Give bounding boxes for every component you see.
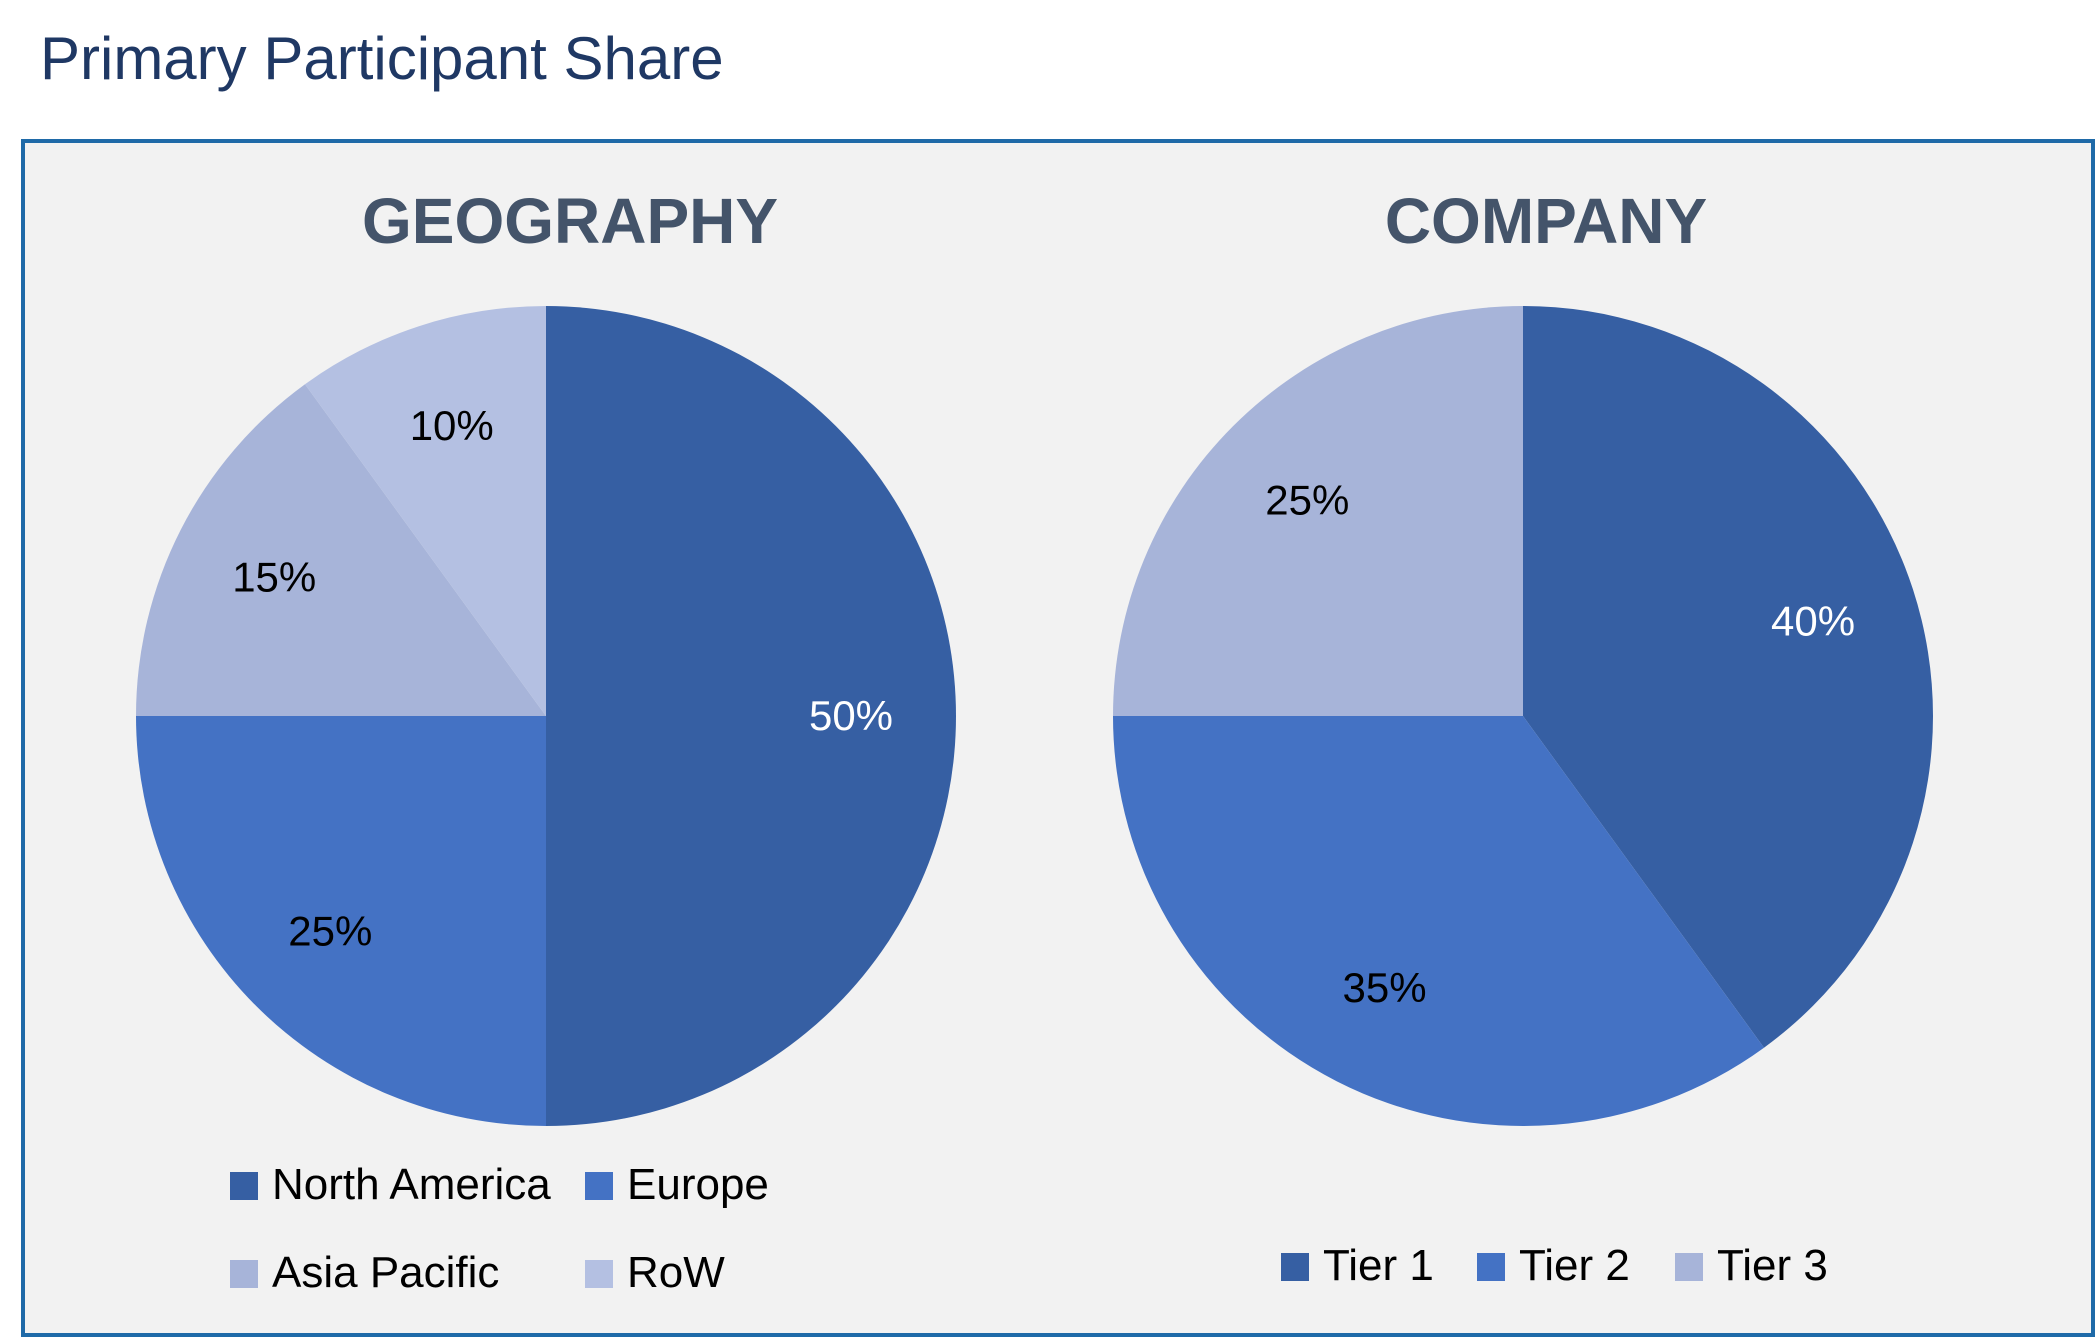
geography-legend-swatch-row (585, 1260, 613, 1288)
company-legend: Tier 1 Tier 2 Tier 3 (1281, 1241, 1828, 1290)
company-legend-label-tier-2: Tier 2 (1519, 1241, 1630, 1290)
geography-legend-label-asia-pacific: Asia Pacific (272, 1248, 499, 1297)
geography-legend-label-north-america: North America (272, 1160, 551, 1209)
geography-slice-row (305, 306, 546, 716)
geography-legend-label-europe: Europe (627, 1160, 769, 1209)
company-chart-title: COMPANY (1385, 185, 1707, 257)
geography-slice-asia-pacific (136, 384, 546, 716)
geography-slice-europe (136, 716, 546, 1126)
geography-slice-north-america (546, 306, 956, 1126)
company-label-tier-2: 35% (1343, 964, 1427, 1011)
page-title: Primary Participant Share (40, 25, 724, 92)
geography-legend: North America Europe Asia Pacific RoW (230, 1160, 769, 1297)
company-legend-swatch-tier-2 (1477, 1253, 1505, 1281)
company-legend-swatch-tier-3 (1675, 1253, 1703, 1281)
company-label-tier-1: 40% (1771, 598, 1855, 645)
geography-legend-label-row: RoW (627, 1248, 725, 1297)
geography-label-europe: 25% (288, 908, 372, 955)
company-legend-swatch-tier-1 (1281, 1253, 1309, 1281)
company-slice-tier-2 (1113, 716, 1764, 1126)
geography-legend-swatch-europe (585, 1172, 613, 1200)
geography-chart-title: GEOGRAPHY (362, 185, 778, 257)
geography-label-row: 10% (410, 402, 494, 449)
geography-legend-swatch-north-america (230, 1172, 258, 1200)
geography-pie: 50% 25% 15% 10% (136, 306, 956, 1126)
company-pie: 40% 35% 25% (1113, 306, 1933, 1126)
company-slice-tier-3 (1113, 306, 1523, 716)
geography-label-north-america: 50% (809, 692, 893, 739)
company-label-tier-3: 25% (1265, 476, 1349, 523)
geography-label-asia-pacific: 15% (232, 554, 316, 601)
geography-legend-swatch-asia-pacific (230, 1260, 258, 1288)
company-slice-tier-1 (1523, 306, 1933, 1048)
company-legend-label-tier-1: Tier 1 (1323, 1241, 1434, 1290)
company-legend-label-tier-3: Tier 3 (1717, 1241, 1828, 1290)
